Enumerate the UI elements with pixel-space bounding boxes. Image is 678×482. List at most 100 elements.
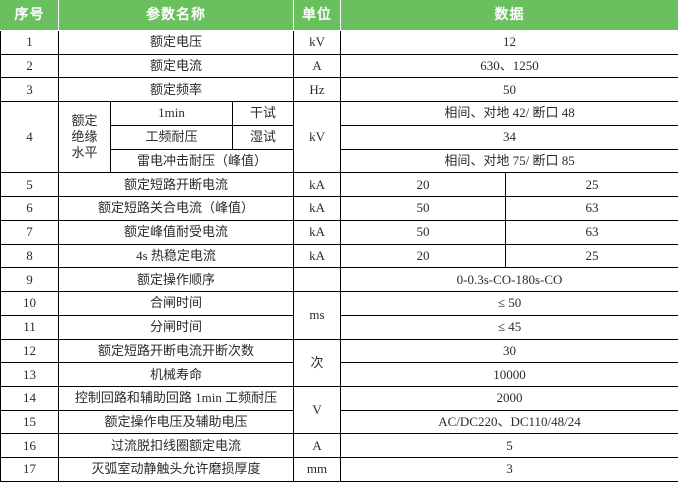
table-row-insulation-a: 4 额定 绝缘 水平 1min 干试 kV 相间、对地 42/ 断口 48: [0, 101, 678, 174]
column-header-name: 参数名称: [57, 0, 295, 31]
table-row: 6 额定短路关合电流（峰值） kA 50 63: [0, 196, 678, 221]
row-data: 0-0.3s-CO-180s-CO: [340, 267, 678, 293]
row-parameter-name: 额定短路开断电流: [57, 172, 295, 198]
row-unit: A: [293, 53, 342, 79]
row-unit: kV: [293, 101, 342, 174]
row-data: 3: [340, 457, 678, 482]
row-number: 17: [0, 457, 59, 482]
row-parameter-name: 过流脱扣线圈额定电流: [57, 433, 295, 459]
row-unit: V: [293, 386, 342, 435]
lightning-impulse-withstand-label: 雷电冲击耐压（峰值）: [109, 148, 295, 174]
row-data: 50: [340, 77, 678, 103]
table-row: 16 过流脱扣线圈额定电流 A 5: [0, 433, 678, 459]
row-data: 2000: [340, 386, 678, 411]
dry-test-label: 干试: [231, 101, 295, 126]
row-data: ≤ 50: [340, 291, 678, 316]
row-parameter-name: 机械寿命: [57, 362, 295, 388]
row-parameter-name: 额定操作顺序: [57, 267, 295, 293]
table-row: 5 额定短路开断电流 kA 20 25: [0, 172, 678, 198]
row-number: 12: [0, 338, 59, 364]
row-data-a: 50: [340, 196, 507, 221]
row-data-b: 63: [505, 196, 678, 221]
row-parameter-name: 分闸时间: [57, 314, 295, 340]
row-number: 16: [0, 433, 59, 459]
row-data: 630、1250: [340, 53, 678, 79]
row-unit: Hz: [293, 77, 342, 103]
row-number: 7: [0, 219, 59, 245]
insulation-label-line-2: 绝缘: [71, 129, 98, 145]
wet-test-label: 湿试: [231, 124, 295, 150]
table-row-insulation-c: 雷电冲击耐压（峰值） 相间、对地 75/ 断口 85: [1, 148, 678, 174]
row-data: 相间、对地 42/ 断口 48: [340, 101, 678, 126]
row-number: 2: [0, 53, 59, 79]
row-number: 13: [0, 362, 59, 388]
row-number: 15: [0, 409, 59, 435]
row-number: 9: [0, 267, 59, 293]
row-parameter-name: 额定峰值耐受电流: [57, 219, 295, 245]
row-parameter-name: 控制回路和辅助回路 1min 工频耐压: [57, 386, 295, 411]
row-number: 11: [0, 314, 59, 340]
row-data: AC/DC220、DC110/48/24: [340, 409, 678, 435]
row-number: 5: [0, 172, 59, 198]
row-parameter-name: 额定电压: [57, 30, 295, 55]
row-parameter-name: 4s 热稳定电流: [57, 243, 295, 269]
row-unit: ms: [293, 291, 342, 340]
insulation-label-line-3: 水平: [71, 145, 98, 161]
row-number: 8: [0, 243, 59, 269]
row-number: 6: [0, 196, 59, 221]
row-parameter-name: 灭弧室动静触头允许磨损厚度: [57, 457, 295, 482]
table-row: 3 额定频率 Hz 50: [0, 77, 678, 103]
row-data: 12: [340, 30, 678, 55]
table-row: 10 合闸时间 ms ≤ 50: [0, 291, 678, 340]
table-row: 9 额定操作顺序 0-0.3s-CO-180s-CO: [0, 267, 678, 293]
table-row: 14 控制回路和辅助回路 1min 工频耐压 V 2000: [0, 386, 678, 435]
row-parameter-name: 合闸时间: [57, 291, 295, 316]
table-row: 15 额定操作电压及辅助电压 AC/DC220、DC110/48/24: [0, 409, 678, 435]
row-data: 10000: [340, 362, 678, 388]
row-unit: kA: [293, 243, 342, 269]
row-data-a: 20: [340, 172, 507, 198]
row-data-b: 25: [505, 243, 678, 269]
row-parameter-name: 额定电流: [57, 53, 295, 79]
row-parameter-name: 额定短路关合电流（峰值）: [57, 196, 295, 221]
power-frequency-withstand-label-1min: 1min: [110, 101, 233, 126]
row-data: 34: [340, 124, 678, 150]
table-row: 12 额定短路开断电流开断次数 次 30: [0, 338, 678, 388]
insulation-label-line-1: 额定: [71, 112, 98, 128]
row-parameter-name: 额定频率: [57, 77, 295, 103]
row-data: ≤ 45: [340, 314, 678, 340]
row-number: 14: [0, 386, 59, 411]
row-data-b: 63: [505, 219, 678, 245]
row-unit: [293, 267, 342, 293]
power-frequency-withstand-label: 工频耐压: [110, 124, 233, 150]
row-data: 30: [340, 338, 678, 364]
table-row: 8 4s 热稳定电流 kA 20 25: [0, 243, 678, 269]
row-number: 3: [0, 77, 59, 103]
insulation-level-label: 额定 绝缘 水平: [58, 101, 111, 174]
table-row: 2 额定电流 A 630、1250: [0, 53, 678, 79]
row-unit: mm: [293, 457, 342, 482]
row-number: 10: [0, 291, 59, 316]
column-header-unit: 单位: [293, 0, 342, 31]
row-unit: kA: [293, 172, 342, 198]
table-row: 17 灭弧室动静触头允许磨损厚度 mm 3: [0, 457, 678, 482]
row-unit: kA: [293, 219, 342, 245]
row-unit: kA: [293, 196, 342, 221]
row-unit: 次: [293, 338, 342, 388]
table-row: 11 分闸时间 ≤ 45: [0, 314, 678, 340]
row-number: 4: [0, 101, 59, 174]
row-data-b: 25: [505, 172, 678, 198]
row-parameter-name: 额定短路开断电流开断次数: [57, 338, 295, 364]
column-header-data: 数据: [340, 0, 678, 31]
row-number: 1: [0, 30, 59, 55]
row-parameter-name: 额定操作电压及辅助电压: [57, 409, 295, 435]
row-unit: kV: [293, 30, 342, 55]
row-data-a: 20: [340, 243, 507, 269]
row-unit: A: [293, 433, 342, 459]
row-data: 5: [340, 433, 678, 459]
row-data: 相间、对地 75/ 断口 85: [340, 148, 678, 174]
column-header-no: 序号: [0, 0, 59, 31]
table-row: 13 机械寿命 10000: [0, 362, 678, 388]
table-row: 7 额定峰值耐受电流 kA 50 63: [0, 219, 678, 245]
